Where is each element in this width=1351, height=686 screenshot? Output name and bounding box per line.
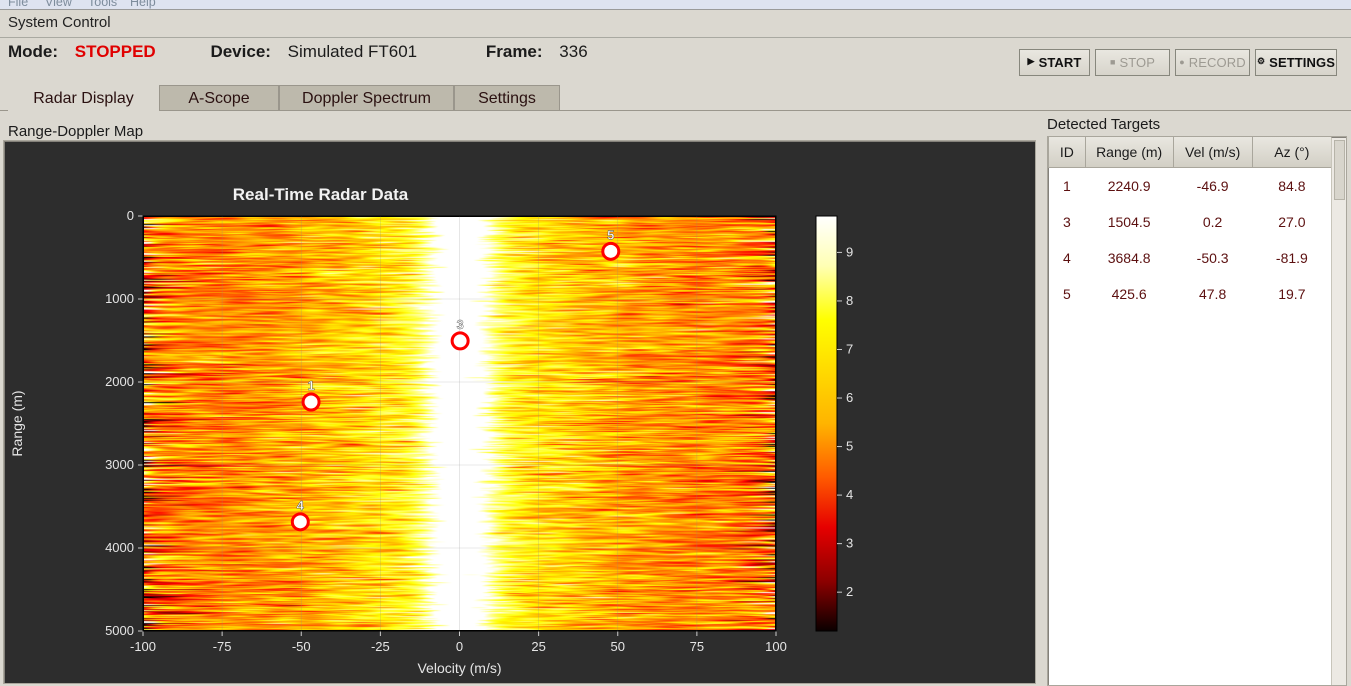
svg-text:3: 3 (846, 536, 853, 551)
svg-text:-75: -75 (213, 639, 232, 654)
svg-text:6: 6 (846, 390, 853, 405)
svg-text:5: 5 (846, 439, 853, 454)
svg-text:1000: 1000 (105, 291, 134, 306)
svg-text:25: 25 (531, 639, 545, 654)
svg-text:2000: 2000 (105, 374, 134, 389)
svg-text:4: 4 (846, 487, 853, 502)
svg-text:5000: 5000 (105, 623, 134, 638)
svg-text:7: 7 (846, 341, 853, 356)
svg-text:Range (m): Range (m) (9, 390, 25, 456)
svg-text:0: 0 (456, 639, 463, 654)
svg-text:75: 75 (690, 639, 704, 654)
svg-text:4000: 4000 (105, 540, 134, 555)
svg-text:Velocity (m/s): Velocity (m/s) (417, 660, 501, 676)
svg-text:50: 50 (611, 639, 625, 654)
svg-text:8: 8 (846, 293, 853, 308)
svg-text:2: 2 (846, 584, 853, 599)
svg-text:3000: 3000 (105, 457, 134, 472)
svg-text:100: 100 (765, 639, 787, 654)
svg-text:0: 0 (127, 208, 134, 223)
svg-text:-25: -25 (371, 639, 390, 654)
svg-text:9: 9 (846, 244, 853, 259)
svg-text:-100: -100 (130, 639, 156, 654)
svg-text:-50: -50 (292, 639, 311, 654)
